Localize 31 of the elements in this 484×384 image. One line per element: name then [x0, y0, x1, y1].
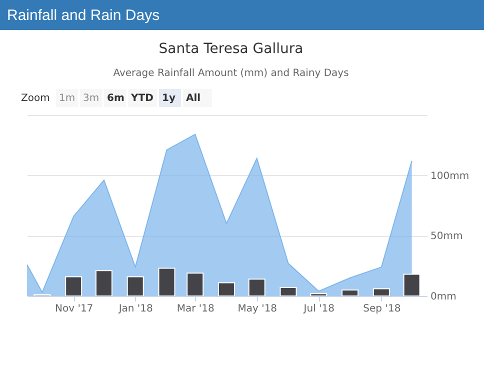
bar [342, 289, 359, 296]
y-tick-label: 100mm [430, 170, 470, 182]
bar [95, 270, 112, 296]
text: 6m [107, 93, 124, 104]
bar [158, 268, 176, 296]
y-tick-label: 50mm [430, 231, 463, 242]
text: YTD [130, 93, 154, 104]
text: All [186, 93, 201, 104]
x-tick-label: Mar '18 [176, 304, 214, 314]
bar [65, 276, 82, 296]
text: Zoom [21, 93, 50, 104]
x-tick-label: May '18 [238, 304, 278, 314]
bar [372, 288, 390, 296]
chart-subtitle: Average Rainfall Amount (mm) and Rainy Days [113, 68, 349, 79]
x-tick-label: Sep '18 [363, 304, 401, 314]
bar [248, 278, 266, 296]
x-tick-label: Jul '18 [302, 304, 335, 314]
bar [280, 287, 297, 296]
bar [126, 276, 144, 296]
text: 3m [83, 93, 100, 104]
bar [186, 272, 204, 296]
text: 1y [162, 93, 176, 104]
bar [218, 282, 235, 296]
x-tick-label: Nov '17 [54, 304, 94, 314]
bar [310, 293, 328, 296]
x-tick-label: Jan '18 [118, 304, 153, 314]
y-tick-label: 0mm [430, 292, 456, 302]
text: Rainfall and Rain Days [7, 7, 160, 24]
chart-title: Santa Teresa Gallura [158, 41, 304, 57]
text: 1m [59, 93, 76, 104]
bar [403, 274, 420, 296]
